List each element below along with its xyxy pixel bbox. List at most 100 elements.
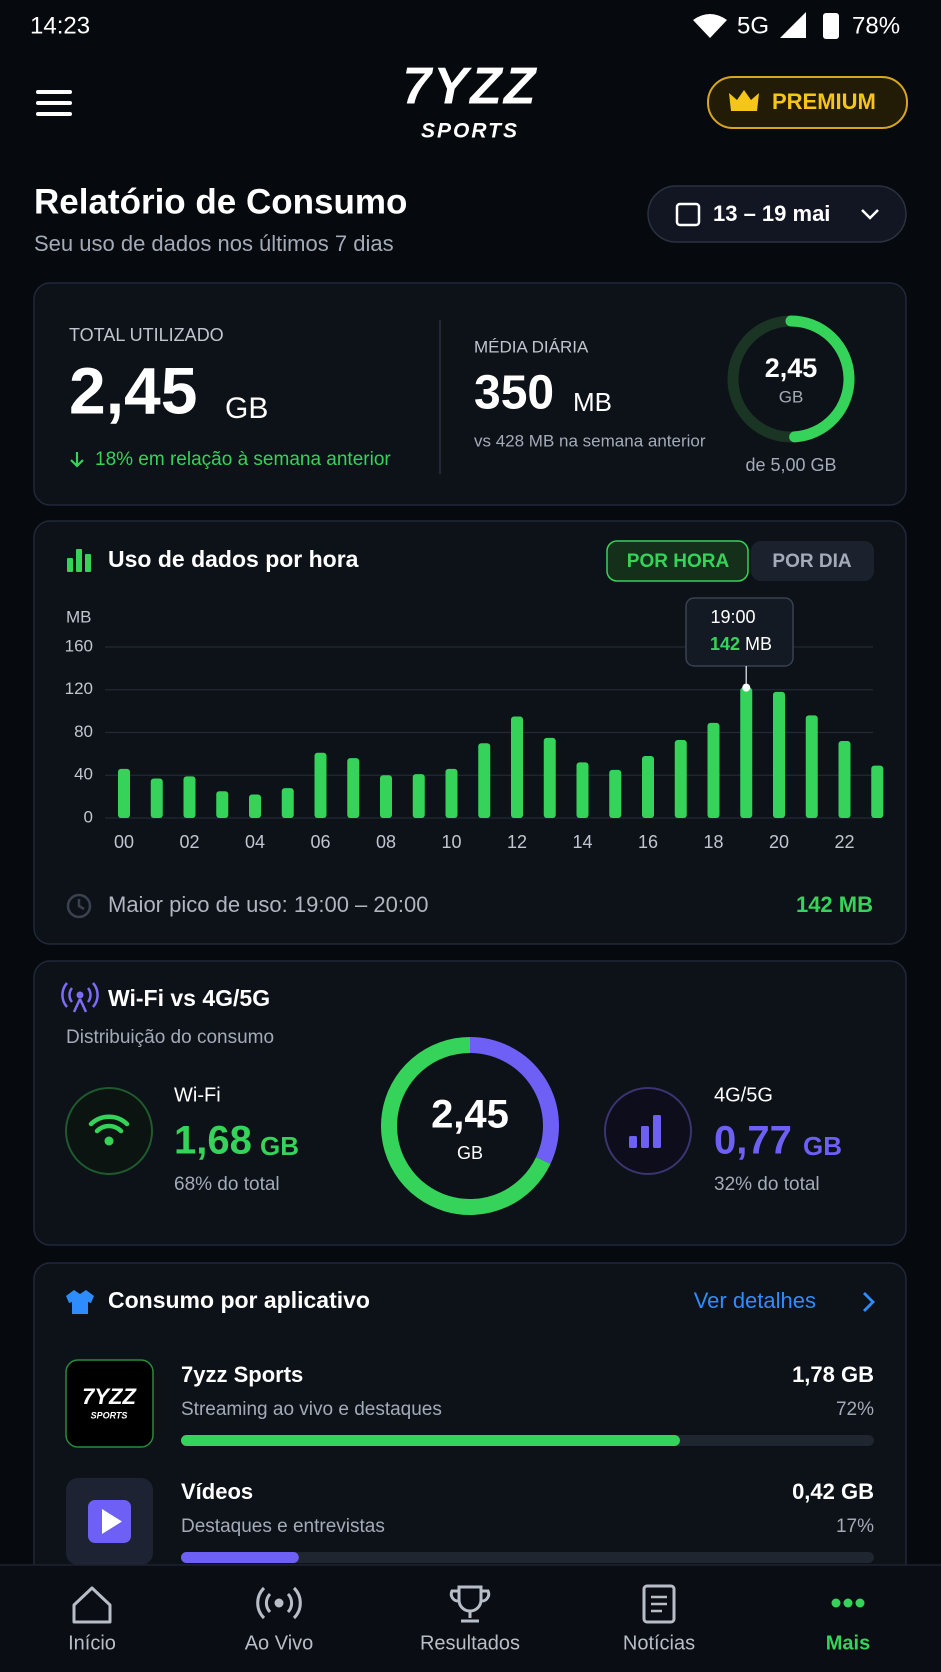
status-time: 14:23 bbox=[30, 12, 90, 39]
menu-button[interactable] bbox=[36, 90, 72, 116]
mobile-share: 32% do total bbox=[714, 1174, 820, 1195]
network-subtitle: Distribuição do consumo bbox=[66, 1027, 274, 1048]
app-name: 7yzz Sports bbox=[181, 1362, 303, 1387]
donut-value: 2,45 bbox=[431, 1093, 509, 1137]
clock-hands bbox=[77, 899, 85, 911]
total-label: TOTAL UTILIZADO bbox=[69, 325, 224, 345]
chart-title: Uso de dados por hora bbox=[108, 546, 359, 572]
mobile-name: 4G/5G bbox=[714, 1084, 773, 1106]
wifi-icon-dot bbox=[104, 1136, 114, 1146]
ring-value: 2,45 bbox=[765, 353, 818, 383]
y-tick-label: 40 bbox=[74, 765, 93, 784]
y-tick-label: 0 bbox=[84, 807, 93, 826]
clock-icon bbox=[66, 893, 92, 919]
nav-results[interactable]: Resultados bbox=[420, 1585, 520, 1654]
icon-bar bbox=[76, 549, 82, 572]
wifi-badge bbox=[65, 1087, 153, 1175]
nav-live[interactable]: Ao Vivo bbox=[245, 1586, 314, 1654]
menu-line bbox=[36, 101, 72, 105]
mobile-icon bbox=[629, 1115, 661, 1148]
bar bbox=[740, 687, 753, 818]
tab-label: POR HORA bbox=[627, 551, 730, 572]
premium-label: PREMIUM bbox=[772, 89, 876, 114]
icon-bar bbox=[85, 554, 91, 572]
avg-unit: MB bbox=[573, 387, 612, 417]
chart-icon bbox=[67, 549, 91, 572]
tab-day[interactable]: POR DIA bbox=[751, 541, 874, 581]
app-bars bbox=[181, 1435, 874, 1563]
app-logo: 7YZZ bbox=[82, 1384, 137, 1409]
bar bbox=[347, 758, 360, 818]
bar bbox=[445, 768, 458, 818]
mobile-value: 0,77 bbox=[714, 1119, 792, 1163]
live-dot bbox=[274, 1598, 284, 1608]
app-share: 72% bbox=[836, 1399, 874, 1420]
tooltip-box bbox=[685, 597, 794, 667]
chevron-down bbox=[861, 209, 879, 220]
details-label: Ver detalhes bbox=[694, 1288, 816, 1313]
icon-bar bbox=[641, 1126, 649, 1148]
status-network: 5G bbox=[737, 12, 769, 39]
nav-label: Início bbox=[68, 1632, 116, 1654]
news-icon bbox=[642, 1584, 676, 1624]
nav-more[interactable]: Mais bbox=[826, 1598, 870, 1655]
menu-line bbox=[36, 112, 72, 116]
wifi-status-icon bbox=[693, 14, 727, 38]
icon-bar bbox=[653, 1115, 661, 1148]
ring-arc bbox=[785, 315, 855, 443]
nav-label: Ao Vivo bbox=[245, 1632, 314, 1654]
avg-compare: vs 428 MB na semana anterior bbox=[474, 431, 706, 450]
tab-bg bbox=[751, 541, 874, 581]
icon-bar bbox=[629, 1136, 637, 1148]
signal-icon bbox=[780, 12, 806, 38]
wifi-icon bbox=[88, 1114, 130, 1134]
antenna-icon bbox=[61, 982, 99, 1013]
shirt-icon bbox=[66, 1290, 94, 1314]
network-card bbox=[33, 960, 907, 1246]
play-icon bbox=[102, 1509, 122, 1534]
app-row[interactable]: 7YZZ SPORTS 7yzz Sports Streaming ao viv… bbox=[65, 1359, 874, 1448]
tooltip-time: 19:00 bbox=[710, 607, 755, 627]
down-arrow bbox=[70, 452, 84, 468]
trophy-icon bbox=[449, 1585, 491, 1623]
wifi-unit: GB bbox=[260, 1131, 299, 1161]
usage-track bbox=[181, 1552, 874, 1563]
donut-wifi bbox=[381, 1037, 551, 1215]
app-share: 17% bbox=[836, 1516, 874, 1537]
tooltip-unit: MB bbox=[745, 634, 772, 654]
news-lines bbox=[651, 1595, 667, 1613]
menu-line bbox=[36, 90, 72, 94]
tooltip: 19:00 142 MB bbox=[685, 597, 794, 692]
plot: 0 40 80 120 160 00 02 04 06 08 10 12 14 16 18 20 22 bbox=[65, 636, 884, 852]
bar bbox=[478, 743, 491, 818]
tab-hour[interactable]: POR HORA bbox=[606, 540, 749, 582]
nav-news[interactable]: Notícias bbox=[623, 1584, 695, 1654]
nav-home[interactable]: Início bbox=[68, 1586, 116, 1654]
battery-icon bbox=[823, 13, 839, 39]
premium-button[interactable]: PREMIUM bbox=[707, 76, 908, 129]
y-tick-label: 160 bbox=[65, 636, 93, 655]
app-tile bbox=[65, 1359, 154, 1448]
date-range: 13 – 19 mai bbox=[713, 201, 830, 226]
home-icon bbox=[72, 1586, 112, 1624]
details-link[interactable]: Ver detalhes bbox=[694, 1288, 875, 1313]
status-battery: 78% bbox=[852, 12, 900, 39]
wifi-value: 1,68 bbox=[174, 1119, 252, 1163]
bar bbox=[773, 691, 785, 818]
crown-icon bbox=[729, 90, 759, 111]
bar bbox=[249, 794, 261, 818]
bottom-nav bbox=[0, 1565, 941, 1672]
x-tick-label: 02 bbox=[179, 832, 199, 852]
total-value: 2,45 bbox=[69, 353, 197, 427]
y-tick-label: 80 bbox=[74, 722, 93, 741]
date-picker[interactable]: 13 – 19 mai bbox=[647, 185, 907, 243]
app-row[interactable]: Vídeos Destaques e entrevistas 0,42 GB 1… bbox=[66, 1478, 874, 1565]
x-tick-label: 22 bbox=[834, 832, 854, 852]
nav-label: Mais bbox=[826, 1632, 870, 1654]
donut-mobile bbox=[469, 1037, 559, 1164]
bar bbox=[609, 769, 622, 818]
x-tick-label: 14 bbox=[572, 832, 592, 852]
date-pill bbox=[647, 185, 907, 243]
